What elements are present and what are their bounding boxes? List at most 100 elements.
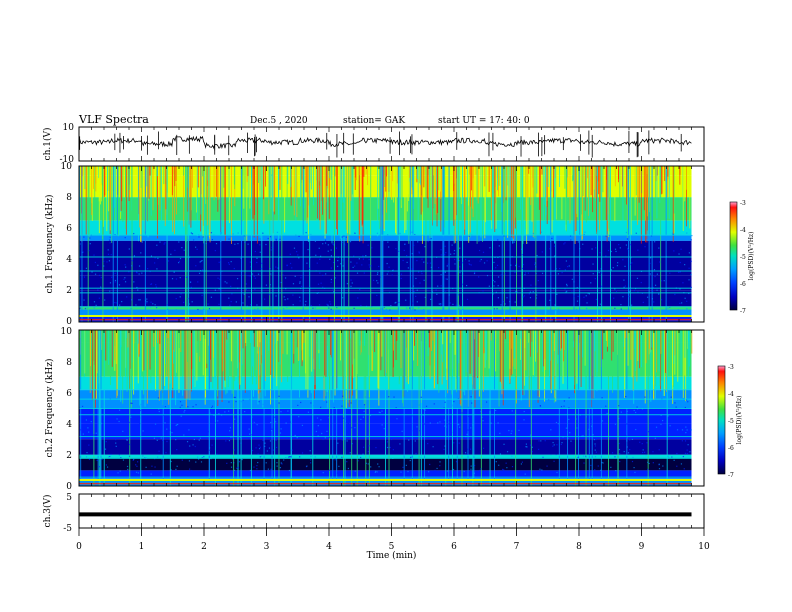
spectrum-noise	[618, 417, 620, 420]
spectrum-noise	[242, 302, 244, 304]
spectrum-noise	[614, 423, 617, 425]
spectrum-noise	[154, 423, 157, 425]
spectrum-streak	[360, 330, 362, 362]
spectrum-noise	[609, 240, 611, 242]
spectrum-noise	[201, 457, 203, 459]
spectrum-streak	[673, 330, 675, 364]
spectrum-noise	[668, 457, 670, 459]
spectrum-noise	[244, 241, 246, 244]
spectrum-noise	[249, 304, 252, 306]
spectrum-noise	[527, 272, 530, 274]
spectrum-noise	[620, 308, 622, 310]
spectrum-noise	[157, 397, 160, 399]
spectrum-noise	[341, 241, 344, 243]
spectrum-streak	[667, 166, 669, 177]
spectrum-streak	[338, 166, 340, 185]
spectrum-streak	[511, 330, 513, 375]
spectrum-noise	[281, 463, 283, 465]
spectrum-noise	[240, 401, 242, 403]
spectrum-noise	[649, 273, 651, 275]
spectrum-noise	[652, 290, 654, 292]
spectrum-noise	[100, 286, 102, 288]
spectrum-streak	[544, 330, 546, 371]
spectrum-noise	[443, 448, 445, 450]
spectrum-streak	[159, 166, 161, 211]
spectrum-noise	[374, 471, 376, 473]
spectrum-noise	[566, 290, 568, 292]
spectrum-noise	[511, 430, 513, 432]
spectrum-noise	[169, 429, 171, 431]
spectrum-noise	[400, 277, 402, 280]
spectrum-noise	[158, 410, 160, 413]
spectrum-noise	[179, 277, 181, 279]
spectrum-noise	[229, 430, 231, 432]
spectrum-streak	[383, 166, 385, 231]
spectrum-streak	[275, 330, 277, 344]
spectrum-noise	[128, 271, 130, 273]
spectrum-noise	[633, 289, 635, 292]
spectrum-streak	[581, 166, 583, 215]
spectrum-streak	[648, 330, 650, 360]
spectrum-streak	[363, 166, 365, 177]
spectrum-noise	[284, 277, 287, 279]
spectrum-noise	[535, 272, 537, 275]
ch1-freq-tick-10: 10	[61, 162, 73, 172]
spectrum-noise	[386, 441, 389, 443]
spectrum-noise	[593, 438, 596, 441]
spectrum-noise	[352, 266, 354, 269]
spectrum-streak	[624, 330, 626, 398]
spectrum-streak	[183, 166, 185, 227]
spectrum-noise	[376, 273, 379, 276]
spectrum-noise	[386, 415, 388, 417]
spectrum-noise	[404, 243, 406, 245]
spectrum-streak	[101, 166, 103, 202]
spectrum-streak	[126, 330, 128, 392]
spectrum-noise	[309, 286, 311, 289]
spectrum-noise	[81, 412, 83, 414]
spectrum-noise	[625, 231, 628, 234]
spectrum-streak	[459, 330, 461, 405]
spectrum-sferic	[348, 166, 350, 322]
spectrum-noise	[350, 279, 352, 281]
spectrum-noise	[660, 299, 663, 301]
spectrum-streak	[342, 166, 344, 203]
spectrum-streak	[238, 330, 240, 363]
spectrum-noise	[351, 236, 353, 238]
spectrum-noise	[354, 427, 356, 429]
spectrum-noise	[228, 297, 230, 299]
spectrum-noise	[470, 465, 472, 467]
spectrum-noise	[261, 455, 263, 457]
spectrum-noise	[649, 262, 651, 264]
spectrum-streak	[480, 166, 482, 238]
spectrum-noise	[686, 232, 688, 234]
spectrum-noise	[606, 412, 608, 414]
spectrum-streak	[449, 330, 451, 343]
spectrum-sferic	[244, 166, 246, 322]
spectrum-noise	[178, 241, 180, 243]
spectrum-noise	[218, 261, 220, 263]
spectrum-empty-region	[691, 166, 704, 322]
spectrum-streak	[109, 166, 110, 211]
spectrum-noise	[496, 308, 498, 310]
spectrum-streak	[666, 166, 668, 219]
spectrum-noise	[290, 456, 292, 458]
spectrum-noise	[254, 250, 256, 253]
spectrum-noise	[150, 283, 152, 286]
spectrum-noise	[669, 272, 671, 274]
spectrum-noise	[658, 468, 661, 470]
spectrum-noise	[435, 289, 437, 291]
spectrum-streak	[297, 330, 299, 361]
spectrum-noise	[300, 277, 302, 279]
spectrum-noise	[386, 273, 388, 275]
spectrum-noise	[132, 235, 134, 237]
spectrum-noise	[220, 240, 222, 243]
spectrum-streak	[501, 330, 502, 384]
spectrum-noise	[662, 419, 664, 422]
spectrum-sferic	[629, 166, 631, 322]
spectrum-noise	[658, 293, 660, 295]
spectrum-noise	[209, 412, 211, 414]
spectrum-streak	[127, 330, 129, 348]
spectrum-noise	[499, 432, 501, 434]
spectrum-streak	[499, 330, 501, 382]
spectrum-noise	[110, 254, 112, 256]
